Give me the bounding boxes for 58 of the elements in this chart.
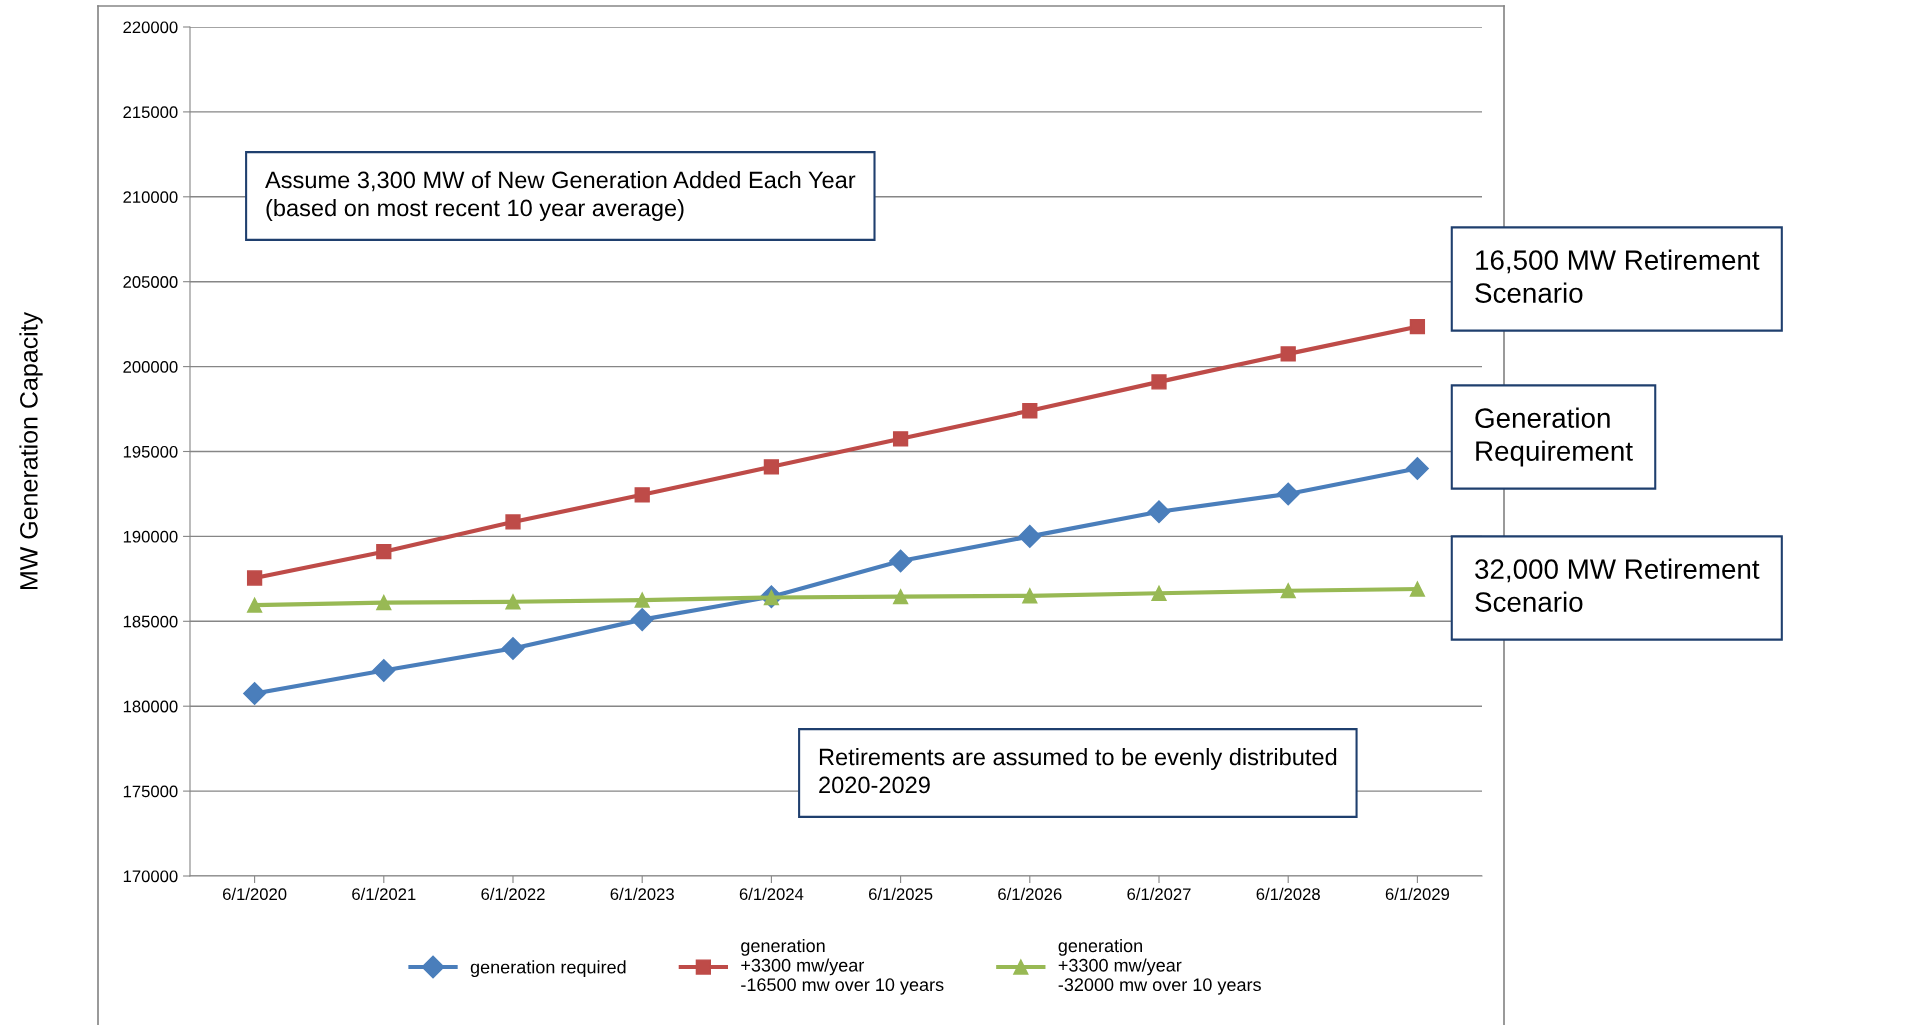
y-tick-label: 220000 (123, 21, 178, 34)
x-tick-label: 6/1/2024 (739, 887, 804, 901)
point (246, 597, 263, 613)
point (1022, 588, 1038, 604)
point (243, 681, 267, 705)
point (630, 608, 654, 632)
point (1151, 585, 1167, 601)
y-tick-label: 185000 (123, 615, 178, 628)
point (1409, 319, 1426, 335)
legend-label: generation +3300 mw/year -16500 mw over 10 years (741, 938, 944, 995)
point (1280, 583, 1296, 599)
y-tick-label: 190000 (123, 530, 178, 543)
point (505, 594, 521, 610)
point (246, 570, 263, 586)
point (889, 549, 913, 573)
point (505, 514, 521, 530)
annotation: Assume 3,300 MW of New Generation Added Each Year (based on most recent 10 year average) (265, 171, 856, 221)
annotation: 32,000 MW Retirement Scenario (1475, 558, 1760, 612)
x-tick-label: 6/1/2026 (998, 887, 1062, 901)
point (763, 459, 780, 475)
y-tick-label: 205000 (123, 276, 178, 288)
annotation: Retirements are assumed to be evenly distributed 2020-2029 (819, 748, 1337, 794)
x-tick-label: 6/1/2020 (223, 887, 287, 901)
point (634, 487, 650, 503)
x-tick-label: 6/1/2021 (352, 887, 416, 901)
x-tick-label: 6/1/2025 (869, 887, 933, 901)
point (1022, 403, 1038, 419)
annotation: Generation Requirement (1475, 407, 1633, 467)
legend-label: generation required (470, 960, 626, 978)
point (1280, 346, 1296, 362)
point (1276, 482, 1300, 506)
point (1151, 374, 1167, 390)
y-tick-label: 215000 (123, 106, 178, 119)
x-tick-label: 6/1/2022 (481, 887, 545, 901)
point (501, 636, 525, 660)
y-tick-label: 195000 (123, 445, 178, 458)
point (1147, 500, 1171, 524)
annotation: 16,500 MW Retirement Scenario (1475, 249, 1760, 303)
y-axis-title: MW Generation Capacity (19, 311, 43, 590)
point (372, 659, 396, 683)
point (634, 592, 650, 608)
point (1018, 524, 1042, 548)
y-tick-label: 210000 (123, 191, 178, 203)
y-tick-label: 170000 (123, 870, 178, 883)
point (376, 594, 392, 611)
legend-label: generation +3300 mw/year -32000 mw over 10 years (1058, 938, 1261, 995)
x-tick-label: 6/1/2027 (1127, 887, 1191, 901)
y-tick-label: 175000 (123, 785, 178, 798)
point (892, 431, 909, 447)
y-tick-label: 180000 (123, 700, 178, 713)
x-tick-label: 6/1/2028 (1256, 887, 1320, 901)
point (376, 544, 392, 560)
x-tick-label: 6/1/2023 (610, 887, 674, 901)
y-tick-label: 200000 (123, 361, 178, 373)
point (892, 589, 909, 605)
point (1405, 456, 1429, 480)
x-tick-label: 6/1/2029 (1385, 887, 1450, 901)
point (1409, 581, 1426, 597)
